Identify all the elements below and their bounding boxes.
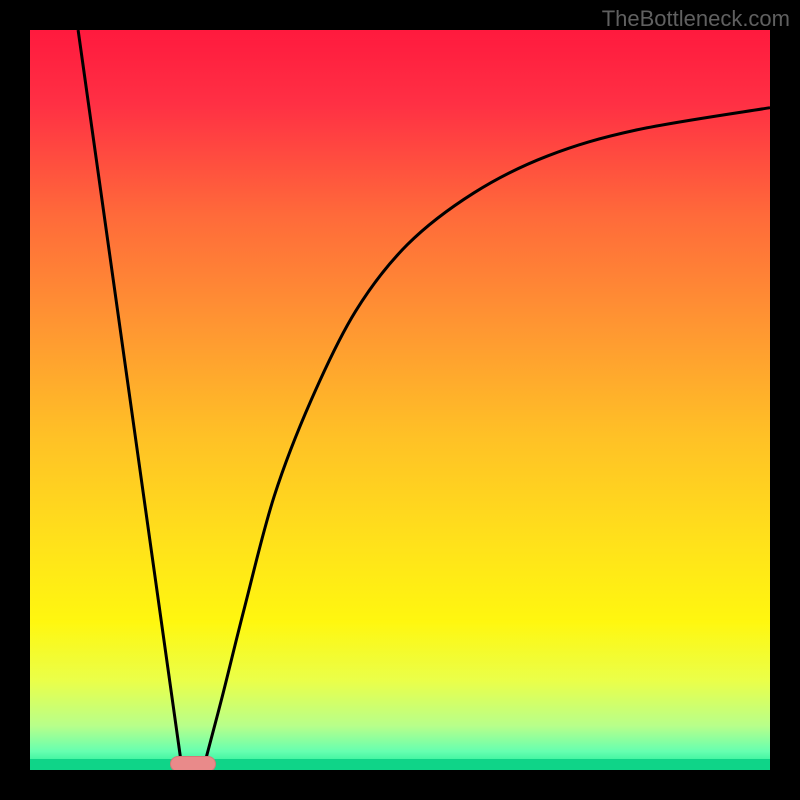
plot-area	[30, 30, 770, 770]
watermark-text: TheBottleneck.com	[602, 6, 790, 32]
curve-layer	[30, 30, 770, 770]
frame-border-left	[0, 0, 30, 800]
frame-border-bottom	[0, 770, 800, 800]
curve-right-ascent	[204, 108, 770, 767]
curve-left-descent	[78, 30, 182, 766]
frame-border-right	[770, 0, 800, 800]
chart-root: TheBottleneck.com	[0, 0, 800, 800]
